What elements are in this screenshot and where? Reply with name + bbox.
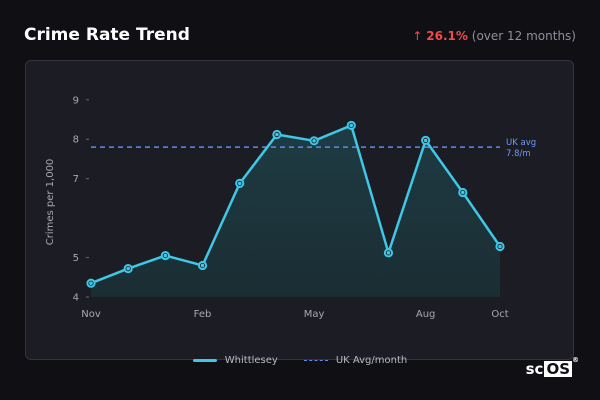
y-tick-label: 8: [73, 135, 79, 146]
uk-average-value: 7.8/m: [506, 149, 531, 159]
x-tick-label: Feb: [194, 309, 212, 320]
data-point-core: [423, 138, 428, 143]
chart-title: Crime Rate Trend: [24, 25, 190, 45]
data-point-core: [498, 244, 502, 249]
x-tick-label: Nov: [81, 309, 101, 320]
y-tick-label: 9: [73, 95, 79, 106]
data-point-core: [237, 181, 242, 186]
data-point-core: [275, 132, 279, 137]
legend-label-whittlesey: Whittlesey: [224, 355, 278, 366]
solid-line-swatch-icon: [192, 359, 217, 362]
series-line-whittlesey: [90, 124, 502, 285]
y-tick-label: 7: [73, 174, 79, 185]
data-point-core: [312, 139, 316, 143]
series-area: [91, 125, 500, 298]
uk-average-label: UK avg: [506, 138, 536, 148]
change-percentage: 26.1%: [426, 29, 468, 43]
data-point-core: [349, 123, 354, 128]
y-tick-label: 5: [73, 253, 79, 264]
chart-legend: Whittlesey UK Avg/month: [0, 355, 600, 366]
x-tick-label: Aug: [416, 309, 436, 320]
scos-logo: sc OS ®: [525, 356, 579, 378]
legend-item-whittlesey[interactable]: Whittlesey: [192, 355, 278, 366]
change-period: (over 12 months): [471, 29, 576, 43]
data-point-core: [163, 253, 168, 258]
data-point-core: [200, 263, 205, 268]
x-tick-label: Oct: [491, 309, 508, 320]
data-point-core: [89, 281, 93, 285]
up-arrow-icon: ↑: [412, 29, 423, 43]
x-tick-label: May: [304, 309, 325, 320]
change-indicator: ↑ 26.1% (over 12 months): [412, 29, 576, 43]
y-axis-label: Crimes per 1,000: [45, 159, 56, 246]
legend-item-uk-avg[interactable]: UK Avg/month: [303, 355, 408, 366]
y-tick-label: 4: [73, 293, 79, 304]
data-point-core: [461, 190, 465, 195]
dashed-line-swatch-icon: [303, 360, 328, 361]
data-point-core: [386, 251, 391, 255]
data-point-core: [126, 266, 130, 271]
legend-label-uk-avg: UK Avg/month: [335, 355, 408, 366]
